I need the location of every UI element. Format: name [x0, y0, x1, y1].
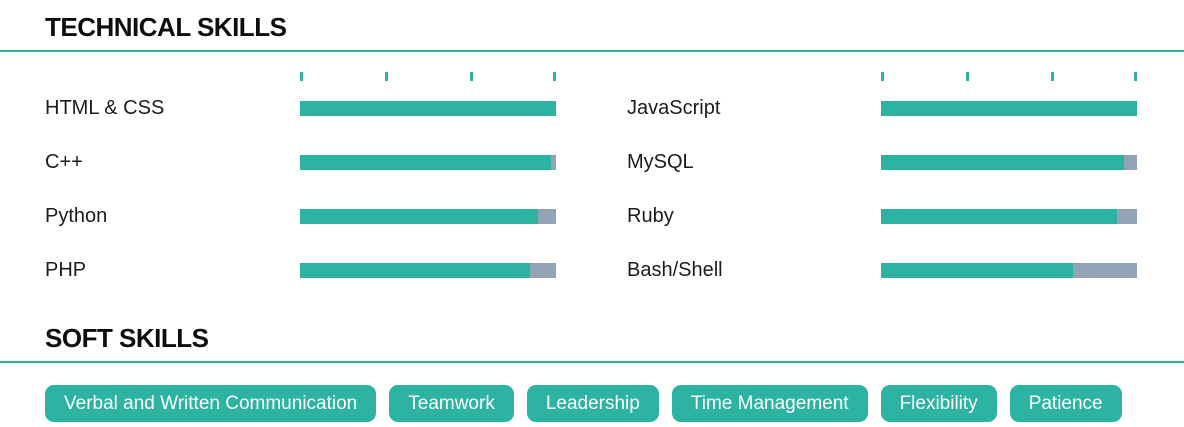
skill-row: Ruby: [627, 189, 1137, 243]
skill-bar-fill: [300, 100, 556, 116]
skill-bar-fill: [300, 208, 539, 224]
scale-tick: [553, 72, 556, 81]
skill-bar-track: [881, 100, 1137, 116]
skill-bar-track: [300, 154, 556, 170]
skill-row: Python: [45, 189, 556, 243]
skill-bars-area: HTML & CSS C++ Python: [0, 52, 1184, 297]
soft-skill-tag[interactable]: Flexibility: [880, 385, 997, 422]
skill-bar-track: [300, 100, 556, 116]
scale-tick: [966, 72, 970, 81]
scale-tick: [881, 72, 884, 81]
soft-skills-heading: SOFT SKILLS: [0, 297, 1184, 363]
skill-row: MySQL: [627, 135, 1137, 189]
scale-tick: [385, 72, 389, 81]
skill-bar-track: [300, 208, 556, 224]
scale-tick: [1051, 72, 1055, 81]
scale-tick: [1134, 72, 1137, 81]
skill-bar-track: [881, 208, 1137, 224]
skill-label: HTML & CSS: [45, 96, 165, 119]
skill-bar-track: [881, 154, 1137, 170]
skill-bar-fill: [881, 100, 1137, 116]
skill-bar-fill: [881, 208, 1117, 224]
skills-column-left: HTML & CSS C++ Python: [45, 52, 556, 297]
skill-bar-fill: [300, 262, 531, 278]
technical-skills-section: TECHNICAL SKILLS HTML & CSS: [0, 0, 1184, 297]
skill-row: HTML & CSS: [45, 81, 556, 135]
scale-ticks-row: [627, 72, 1137, 81]
skill-bar-track: [300, 262, 556, 278]
skill-label: C++: [45, 150, 83, 173]
skill-row: JavaScript: [627, 81, 1137, 135]
skill-label: JavaScript: [627, 96, 721, 119]
skill-row: Bash/Shell: [627, 243, 1137, 297]
soft-skill-tags-row: Verbal and Written Communication Teamwor…: [0, 363, 1184, 422]
skill-bar-fill: [881, 262, 1073, 278]
soft-skill-tag[interactable]: Leadership: [526, 385, 659, 422]
soft-skill-tag[interactable]: Time Management: [671, 385, 868, 422]
skill-bar-fill: [881, 154, 1125, 170]
technical-skills-heading: TECHNICAL SKILLS: [0, 0, 1184, 52]
scale-ticks-row: [45, 72, 556, 81]
scale-ticks: [300, 72, 556, 81]
skill-label: Ruby: [627, 204, 674, 227]
skill-label: MySQL: [627, 150, 694, 173]
soft-skill-tag[interactable]: Teamwork: [389, 385, 514, 422]
skills-column-right: JavaScript MySQL Ruby: [627, 52, 1137, 297]
scale-tick: [300, 72, 303, 81]
scale-tick: [470, 72, 474, 81]
skill-bar-track: [881, 262, 1137, 278]
soft-skills-section: SOFT SKILLS Verbal and Written Communica…: [0, 297, 1184, 422]
scale-ticks: [881, 72, 1137, 81]
skill-label: Python: [45, 204, 108, 227]
skill-label: PHP: [45, 258, 87, 281]
soft-skill-tag[interactable]: Verbal and Written Communication: [45, 385, 377, 422]
skill-label: Bash/Shell: [627, 258, 723, 281]
skill-row: PHP: [45, 243, 556, 297]
skill-row: C++: [45, 135, 556, 189]
soft-skill-tag[interactable]: Patience: [1009, 385, 1122, 422]
skill-bar-fill: [300, 154, 551, 170]
